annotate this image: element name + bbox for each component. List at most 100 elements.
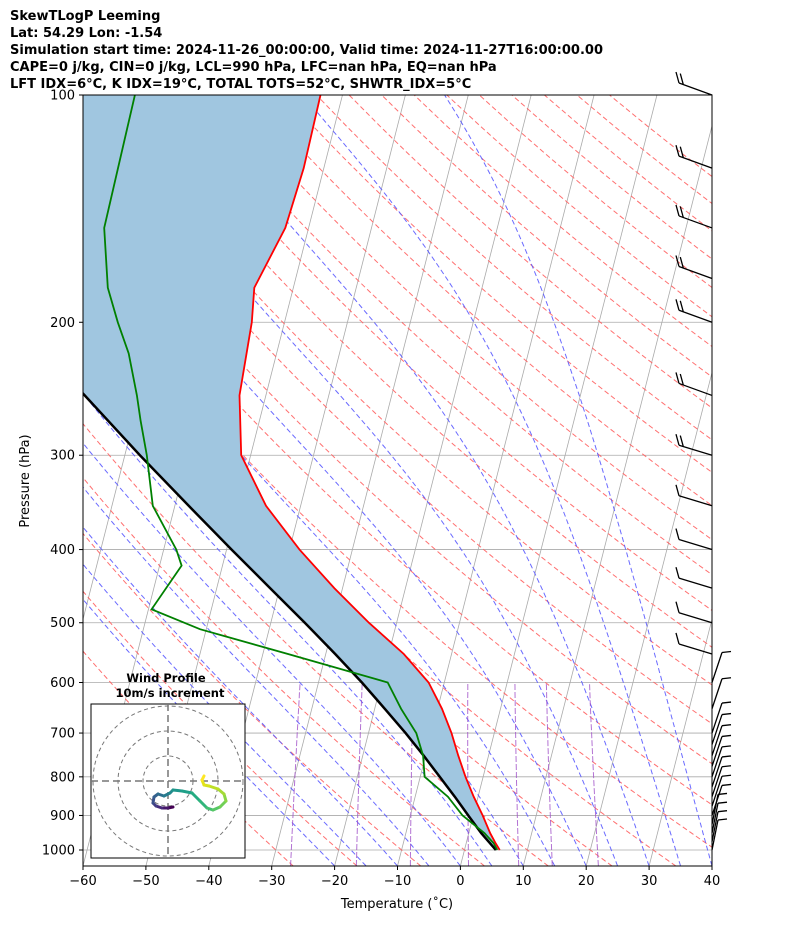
location-line: Lat: 54.29 Lon: -1.54 bbox=[10, 26, 163, 41]
mixing-ratio-line bbox=[355, 682, 363, 866]
dry-adiabat bbox=[576, 95, 712, 205]
wind-barb-flag bbox=[679, 73, 684, 85]
temperature-line bbox=[238, 95, 501, 851]
wind-barb-flag bbox=[675, 372, 680, 384]
mixing-ratio-line bbox=[290, 682, 301, 866]
wind-barbs bbox=[675, 71, 732, 851]
wind-barb-staff bbox=[678, 538, 713, 551]
y-tick-label: 100 bbox=[50, 89, 75, 104]
time-line: Simulation start time: 2024-11-26_00:00:… bbox=[10, 43, 603, 58]
isotherm-line bbox=[585, 370, 712, 866]
wind-barb-flag bbox=[721, 650, 732, 654]
wind-barb-flag bbox=[675, 71, 680, 84]
moist-adiabat bbox=[86, 95, 619, 866]
y-axis-label: Pressure (hPa) bbox=[18, 434, 33, 527]
wind-barb-flag bbox=[721, 783, 732, 787]
isotherm-line bbox=[271, 95, 469, 866]
wind-barb-staff bbox=[678, 215, 713, 229]
dry-adiabat bbox=[88, 95, 712, 686]
x-tick-label: −40 bbox=[195, 874, 222, 889]
chart-title: SkewTLogP Leeming bbox=[10, 9, 161, 24]
wind-barb-staff bbox=[678, 265, 713, 280]
y-tick-label: 700 bbox=[50, 727, 75, 742]
wind-barb-staff bbox=[711, 746, 723, 778]
mixing-ratio-line bbox=[467, 682, 469, 866]
dry-adiabat bbox=[83, 422, 549, 866]
dry-adiabat bbox=[511, 95, 712, 260]
wind-barb-staff bbox=[678, 382, 713, 397]
wind-barb-flag bbox=[675, 434, 680, 446]
isotherm-line bbox=[334, 95, 532, 866]
dry-adiabat bbox=[283, 95, 712, 473]
wind-barb-flag bbox=[679, 146, 684, 158]
dry-adiabat bbox=[478, 95, 712, 289]
isotherm-line bbox=[460, 95, 658, 866]
wind-barb-flag bbox=[721, 677, 732, 680]
wind-barb-staff bbox=[711, 776, 723, 807]
x-tick-label: −20 bbox=[321, 874, 348, 889]
dry-adiabat bbox=[83, 590, 358, 866]
y-tick-label: 1000 bbox=[42, 844, 75, 859]
moist-adiabat bbox=[179, 95, 650, 866]
wind-barb-flag bbox=[675, 299, 680, 311]
wind-barb-staff bbox=[678, 155, 713, 169]
y-tick-label: 500 bbox=[50, 616, 75, 631]
wind-barb-flag bbox=[721, 712, 732, 716]
cape-line: CAPE=0 j/kg, CIN=0 j/kg, LCL=990 hPa, LF… bbox=[10, 60, 497, 75]
parcel-profile-line bbox=[83, 391, 497, 851]
wind-barb-staff bbox=[678, 82, 713, 96]
y-tick-label: 800 bbox=[50, 770, 75, 785]
wind-barb-flag bbox=[675, 255, 680, 267]
dry-adiabat bbox=[609, 95, 712, 178]
moist-adiabat bbox=[83, 563, 367, 866]
wind-barb-flag bbox=[721, 724, 732, 727]
wind-barb-flag bbox=[721, 745, 732, 748]
wind-barb-staff bbox=[711, 811, 719, 842]
mixing-ratio-line bbox=[514, 682, 520, 866]
chart-header: SkewTLogP Leeming Lat: 54.29 Lon: -1.54 … bbox=[10, 8, 603, 93]
hodograph-segment bbox=[200, 774, 206, 782]
wind-barb-flag bbox=[721, 701, 732, 704]
isotherm-line bbox=[648, 617, 712, 866]
isotherm-line bbox=[522, 124, 712, 866]
x-tick-label: −60 bbox=[69, 874, 96, 889]
dry-adiabat bbox=[413, 95, 712, 348]
x-tick-label: −50 bbox=[132, 874, 159, 889]
wind-barb-staff bbox=[711, 678, 723, 709]
wind-barb-staff bbox=[678, 444, 713, 456]
hodograph-segment bbox=[171, 788, 184, 793]
wind-barb-staff bbox=[711, 714, 723, 745]
moist-adiabat bbox=[302, 95, 681, 866]
mixing-ratio-line bbox=[545, 682, 553, 866]
wind-barb-flag bbox=[717, 818, 728, 821]
wind-barb-flag bbox=[675, 204, 680, 217]
wind-barb-flag bbox=[679, 206, 684, 218]
wind-barb-staff bbox=[678, 577, 713, 589]
y-tick-label: 300 bbox=[50, 449, 75, 464]
x-tick-label: −10 bbox=[384, 874, 411, 889]
wind-barb-staff bbox=[711, 702, 723, 734]
y-tick-label: 900 bbox=[50, 809, 75, 824]
dry-adiabat bbox=[348, 95, 712, 409]
dry-adiabat bbox=[218, 95, 712, 541]
wind-barb-flag bbox=[721, 755, 732, 758]
wind-barb-flag bbox=[679, 256, 684, 269]
dry-adiabat bbox=[544, 95, 712, 232]
wind-barb-staff bbox=[711, 652, 723, 683]
wind-barb-flag bbox=[717, 810, 728, 813]
x-tick-label: −30 bbox=[258, 874, 285, 889]
index-line: LFT IDX=6°C, K IDX=19°C, TOTAL TOTS=52°C… bbox=[10, 77, 472, 92]
wind-barb-flag bbox=[675, 567, 680, 579]
wind-barb-staff bbox=[711, 803, 719, 834]
moist-adiabat bbox=[83, 187, 587, 866]
moist-adiabat bbox=[83, 526, 398, 866]
y-tick-label: 400 bbox=[50, 543, 75, 558]
y-tick-label: 600 bbox=[50, 676, 75, 691]
hodograph-title: Wind Profile bbox=[126, 671, 206, 685]
hodograph-subtitle: 10m/s increment bbox=[116, 686, 225, 700]
wind-barb-staff bbox=[711, 766, 723, 797]
dry-adiabat bbox=[446, 95, 712, 318]
wind-barb-flag bbox=[679, 373, 684, 386]
wind-barb-flag bbox=[679, 435, 684, 447]
